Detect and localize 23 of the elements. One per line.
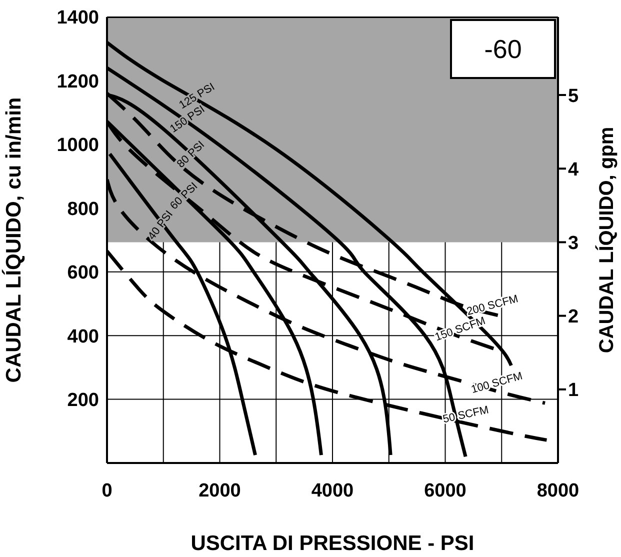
y-tick-label: 400 <box>67 326 99 348</box>
y2-tick-label: 1 <box>568 380 579 402</box>
y-tick-label: 1400 <box>56 8 99 29</box>
y2-tick-label: 5 <box>568 86 579 107</box>
x-tick-label: 4000 <box>311 480 354 502</box>
x-tick-label: 6000 <box>424 480 466 502</box>
y-tick-label: 600 <box>67 262 99 284</box>
y2-tick-label: 2 <box>568 306 579 328</box>
x-axis-title: USCITA DI PRESSIONE - PSI <box>190 532 474 555</box>
y-tick-label: 1200 <box>56 71 99 92</box>
x-tick-label: 2000 <box>198 480 241 502</box>
annotation: -60 <box>450 19 556 79</box>
text: 50 SCFM <box>442 404 490 426</box>
text: 40 PSI <box>146 208 176 242</box>
y2-axis-title: CAUDAL LÍQUIDO, gpm <box>595 126 618 354</box>
y-axis-title: CAUDAL LÍQUIDO, cu in/min <box>1 97 26 383</box>
y-tick-label: 1000 <box>56 135 99 156</box>
y2-tick-label: 3 <box>568 232 579 254</box>
x-tick-label: 8000 <box>536 480 580 502</box>
y-tick-label: 200 <box>67 390 99 412</box>
x-tick-label: 0 <box>102 480 112 502</box>
y-tick-label: 800 <box>67 198 99 220</box>
y2-tick-label: 4 <box>568 159 579 180</box>
